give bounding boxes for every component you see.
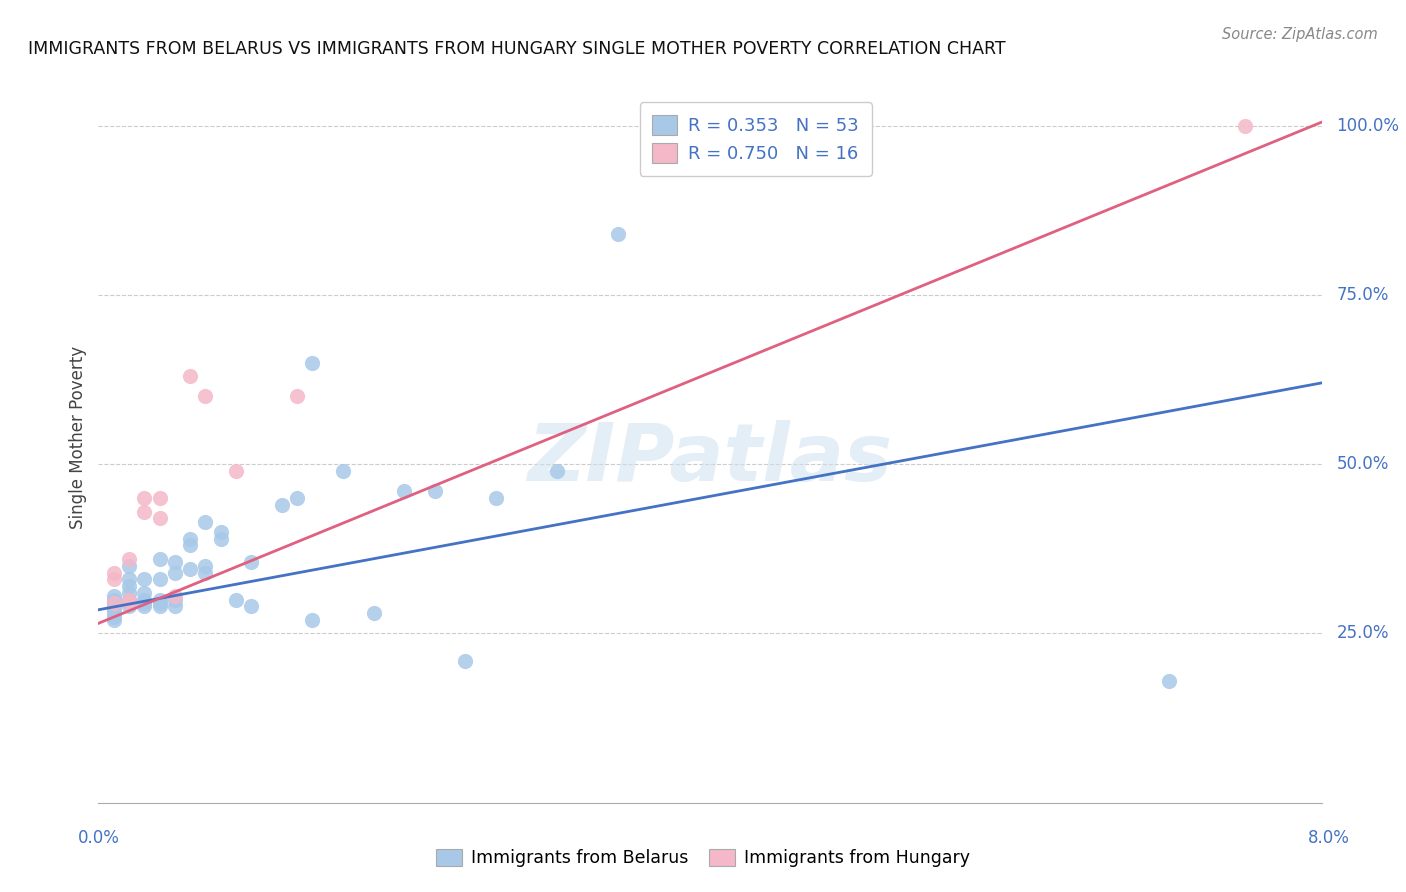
Point <box>1234 119 1257 133</box>
Point <box>194 515 217 529</box>
Point <box>423 484 446 499</box>
Point <box>118 586 141 600</box>
Point <box>149 552 172 566</box>
Point <box>134 599 156 614</box>
Point <box>103 572 125 586</box>
Point <box>179 562 201 576</box>
Point <box>301 613 323 627</box>
Text: IMMIGRANTS FROM BELARUS VS IMMIGRANTS FROM HUNGARY SINGLE MOTHER POVERTY CORRELA: IMMIGRANTS FROM BELARUS VS IMMIGRANTS FR… <box>28 40 1005 58</box>
Point <box>163 599 186 614</box>
Point <box>134 572 156 586</box>
Point <box>149 511 172 525</box>
Point <box>179 538 201 552</box>
Point <box>103 566 125 580</box>
Text: 50.0%: 50.0% <box>1336 455 1389 473</box>
Point <box>118 572 141 586</box>
Point <box>118 558 141 573</box>
Point <box>454 654 477 668</box>
Point <box>118 596 141 610</box>
Point <box>134 491 156 505</box>
Point <box>149 596 172 610</box>
Point <box>118 552 141 566</box>
Point <box>149 572 172 586</box>
Point <box>225 592 247 607</box>
Point <box>209 524 232 539</box>
Point <box>163 589 186 603</box>
Point <box>1157 673 1180 688</box>
Point <box>285 491 308 505</box>
Point <box>118 599 141 614</box>
Point <box>332 464 354 478</box>
Point <box>363 606 385 620</box>
Point <box>149 592 172 607</box>
Point <box>118 592 141 607</box>
Point <box>209 532 232 546</box>
Point <box>546 464 568 478</box>
Point <box>163 592 186 607</box>
Point <box>163 555 186 569</box>
Point <box>103 596 125 610</box>
Text: Source: ZipAtlas.com: Source: ZipAtlas.com <box>1222 27 1378 42</box>
Point <box>103 589 125 603</box>
Text: 25.0%: 25.0% <box>1336 624 1389 642</box>
Point <box>194 558 217 573</box>
Point <box>179 369 201 384</box>
Text: 8.0%: 8.0% <box>1308 829 1350 847</box>
Point <box>225 464 247 478</box>
Point <box>103 592 125 607</box>
Point <box>134 505 156 519</box>
Point <box>240 555 263 569</box>
Point <box>118 596 141 610</box>
Legend: Immigrants from Belarus, Immigrants from Hungary: Immigrants from Belarus, Immigrants from… <box>429 842 977 874</box>
Point <box>118 579 141 593</box>
Point <box>301 355 323 369</box>
Point <box>134 592 156 607</box>
Text: ZIPatlas: ZIPatlas <box>527 420 893 498</box>
Point <box>134 586 156 600</box>
Point <box>392 484 416 499</box>
Point <box>103 613 125 627</box>
Point <box>270 498 294 512</box>
Point <box>103 599 125 614</box>
Legend: R = 0.353   N = 53, R = 0.750   N = 16: R = 0.353 N = 53, R = 0.750 N = 16 <box>640 103 872 176</box>
Point <box>118 592 141 607</box>
Point <box>179 532 201 546</box>
Point <box>103 609 125 624</box>
Point <box>149 599 172 614</box>
Y-axis label: Single Mother Poverty: Single Mother Poverty <box>69 345 87 529</box>
Point <box>240 599 263 614</box>
Point <box>163 566 186 580</box>
Point <box>194 566 217 580</box>
Point <box>134 596 156 610</box>
Point <box>485 491 508 505</box>
Point <box>607 227 630 241</box>
Point <box>285 389 308 403</box>
Point <box>194 389 217 403</box>
Text: 100.0%: 100.0% <box>1336 117 1399 135</box>
Text: 0.0%: 0.0% <box>77 829 120 847</box>
Point <box>103 596 125 610</box>
Point <box>103 603 125 617</box>
Point <box>149 491 172 505</box>
Point <box>103 606 125 620</box>
Text: 75.0%: 75.0% <box>1336 285 1389 304</box>
